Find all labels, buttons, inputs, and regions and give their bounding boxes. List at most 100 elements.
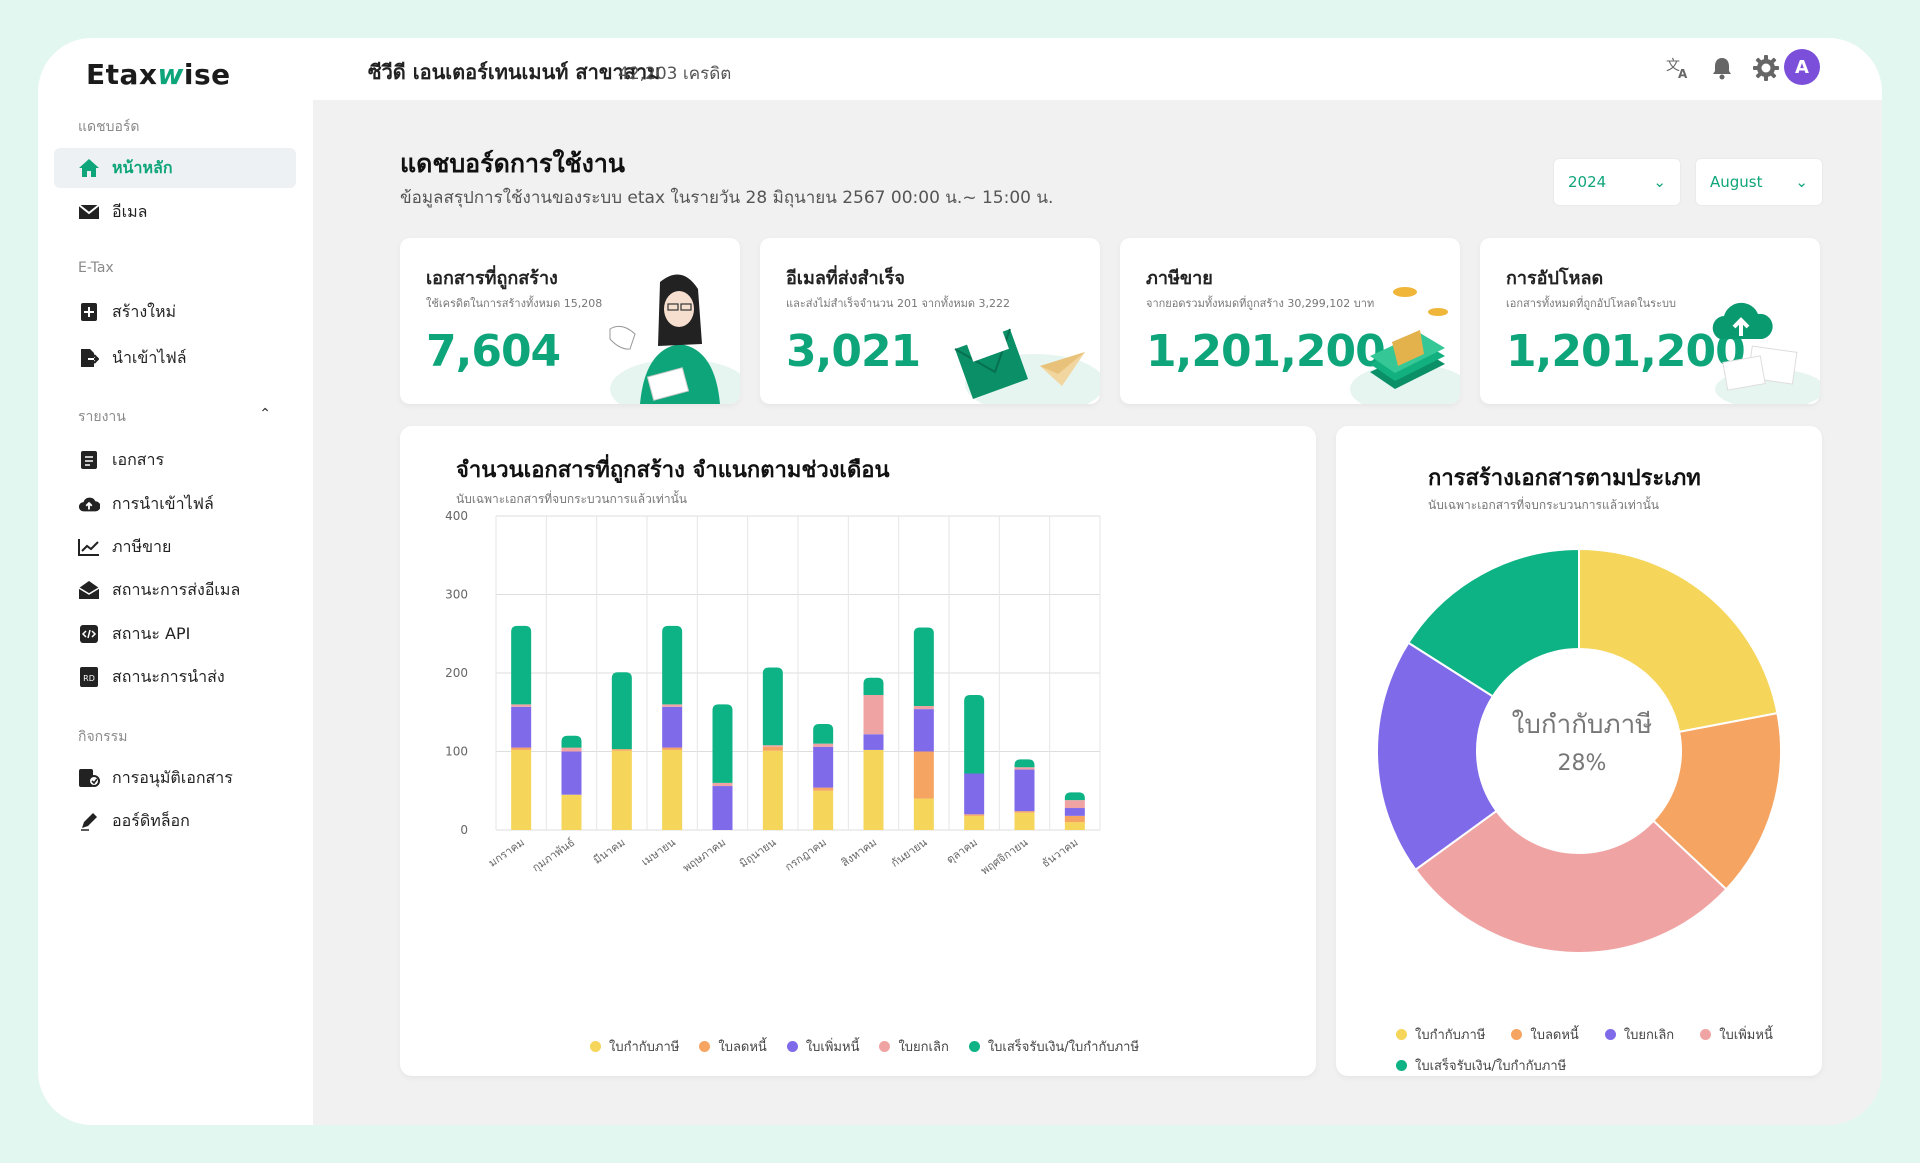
logo[interactable]: Etaxwise <box>86 58 231 91</box>
monthly-documents-bar-chart: 0 100 200 300 400 มกราคม กุมภาพันธ์ มีนาคม เมษาย… <box>445 509 1101 878</box>
sidebar-item-file-import[interactable]: การนำเข้าไฟล์ <box>54 484 296 524</box>
card-sales-tax[interactable]: ภาษีขาย จากยอดรวมทั้งหมดที่ถูกสร้าง 30,2… <box>1120 238 1460 404</box>
company-name[interactable]: ซีวีดี เอนเตอร์เทนเมนท์ สาขาสาม <box>368 60 661 84</box>
legend-label: ใบเพิ่มหนี้ <box>1719 1028 1773 1043</box>
legend-item[interactable]: ใบยกเลิก <box>1604 1024 1675 1045</box>
legend-item[interactable]: ใบลดหนี้ <box>1511 1024 1579 1045</box>
gear-icon[interactable] <box>1750 52 1782 84</box>
bar-segment <box>964 814 985 816</box>
bar-chart-title: จำนวนเอกสารที่ถูกสร้าง จำแนกตามช่วงเดือน <box>456 458 890 483</box>
envelope-paper-plane-illustration <box>954 326 1100 404</box>
sidebar-item-api-status[interactable]: สถานะ API <box>54 614 296 654</box>
sidebar-item-import[interactable]: นำเข้าไฟล์ <box>54 338 296 378</box>
legend-item[interactable]: ใบลดหนี้ <box>699 1036 767 1057</box>
sidebar-section-activity: กิจกรรม <box>78 729 128 745</box>
legend-dot <box>590 1041 601 1052</box>
x-tick-label: มีนาคม <box>591 836 628 867</box>
legend-label: ใบยกเลิก <box>898 1040 949 1055</box>
bar-segment <box>1064 792 1085 801</box>
app-frame: Etaxwise แดชบอร์ด หน้าหลัก อีเมล E-Tax ส… <box>38 38 1882 1125</box>
credit-balance: 42,203 เครดิต <box>618 64 732 84</box>
bar-segment <box>813 787 834 791</box>
bar-segment <box>511 706 532 748</box>
card-title: เอกสารที่ถูกสร้าง <box>426 268 558 289</box>
month-value: August <box>1710 173 1763 191</box>
sidebar-item-label: ออร์ดิทล็อก <box>112 810 190 830</box>
sidebar-item-label: การอนุมัติเอกสาร <box>112 767 233 787</box>
bar-segment <box>762 745 783 747</box>
donut-slice <box>1407 547 1580 698</box>
x-tick-label: กันยายน <box>889 836 930 870</box>
y-tick-label: 300 <box>445 588 468 602</box>
home-icon <box>78 157 100 179</box>
donut-center-category: ใบกำกับภาษี <box>1511 710 1653 740</box>
sidebar-item-submission-status[interactable]: RD สถานะการนำส่ง <box>54 657 296 697</box>
documents-by-type-panel: การสร้างเอกสารตามประเภท นับเฉพาะเอกสารที… <box>1336 426 1822 1076</box>
card-documents-created[interactable]: เอกสารที่ถูกสร้าง ใช้เครดิตในการสร้างทั้… <box>400 238 740 404</box>
add-document-icon <box>78 301 100 323</box>
y-tick-label: 100 <box>445 745 468 759</box>
legend-label: ใบยกเลิก <box>1623 1028 1675 1043</box>
legend-item[interactable]: ใบเสร็จรับเงิน/ใบกำกับภาษี <box>1396 1055 1566 1076</box>
bar-segment <box>511 747 532 750</box>
bar-segment <box>662 747 683 750</box>
legend-dot <box>968 1041 980 1052</box>
money-coins-illustration <box>1350 287 1460 404</box>
legend-item[interactable]: ใบกำกับภาษี <box>590 1036 679 1057</box>
sidebar-item-sales-tax[interactable]: ภาษีขาย <box>54 527 296 567</box>
legend-item[interactable]: ใบกำกับภาษี <box>1396 1024 1485 1045</box>
card-emails-sent[interactable]: อีเมลที่ส่งสำเร็จ และส่งไม่สำเร็จจำนวน 2… <box>760 238 1100 404</box>
bar-segment <box>511 625 532 705</box>
card-value: 1,201,200 <box>1506 326 1746 377</box>
chevron-up-icon[interactable]: ⌃ <box>259 406 271 422</box>
bar-segment <box>511 704 532 707</box>
avatar[interactable]: A <box>1784 49 1820 85</box>
sidebar-item-documents[interactable]: เอกสาร <box>54 440 296 480</box>
legend-label: ใบกำกับภาษี <box>609 1040 680 1055</box>
sidebar-item-create[interactable]: สร้างใหม่ <box>54 292 296 332</box>
legend-item[interactable]: ใบยกเลิก <box>879 1036 949 1057</box>
import-file-icon <box>78 347 100 369</box>
bar-segment <box>1064 822 1085 830</box>
x-tick-label: สิงหาคม <box>839 836 880 870</box>
x-tick-label: มิถุนายน <box>737 836 779 871</box>
bar-segment <box>662 704 683 707</box>
x-tick-label: ตุลาคม <box>944 836 980 867</box>
card-title: อีเมลที่ส่งสำเร็จ <box>786 268 905 289</box>
card-subtitle: ใช้เครดิตในการสร้างทั้งหมด 15,208 <box>426 297 603 310</box>
sidebar-section-report[interactable]: รายงาน ⌃ <box>78 406 271 425</box>
chevron-down-icon: ⌄ <box>1795 173 1808 191</box>
api-icon <box>78 623 100 645</box>
legend-dot <box>1604 1029 1616 1040</box>
card-uploads[interactable]: การอัปโหลด เอกสารทั้งหมดที่ถูกอัปโหลดในร… <box>1480 238 1820 404</box>
top-bar: ซีวีดี เอนเตอร์เทนเมนท์ สาขาสาม 42,203 เ… <box>313 38 1882 100</box>
sidebar-section-dashboard: แดชบอร์ด <box>78 119 140 135</box>
audit-pen-icon <box>78 810 100 832</box>
sidebar-item-approval[interactable]: การอนุมัติเอกสาร <box>54 758 296 798</box>
bell-icon[interactable] <box>1706 52 1738 84</box>
bar-segment <box>712 786 733 830</box>
legend-label: ใบเสร็จรับเงิน/ใบกำกับภาษี <box>987 1040 1140 1055</box>
bar-segment <box>913 798 934 830</box>
year-select[interactable]: 2024 ⌄ <box>1553 158 1681 206</box>
page-title: แดชบอร์ดการใช้งาน <box>400 149 625 178</box>
legend-label: ใบลดหนี้ <box>718 1040 767 1055</box>
sidebar-item-email[interactable]: อีเมล <box>54 192 296 232</box>
legend-item[interactable]: ใบเพิ่มหนี้ <box>1700 1024 1773 1045</box>
sidebar-item-home[interactable]: หน้าหลัก <box>54 148 296 188</box>
legend-item[interactable]: ใบเพิ่มหนี้ <box>786 1036 859 1057</box>
donut-chart-legend: ใบกำกับภาษี ใบลดหนี้ ใบยกเลิก ใบเพิ่มหนี้ใบ… <box>1396 1024 1776 1076</box>
bar-segment <box>964 694 985 774</box>
donut-slice <box>1414 809 1728 954</box>
mail-icon <box>78 201 100 223</box>
x-tick-label: ธันวาคม <box>1039 836 1080 870</box>
bar-segment <box>1064 808 1085 816</box>
month-select[interactable]: August ⌄ <box>1695 158 1823 206</box>
sidebar-item-email-status[interactable]: สถานะการส่งอีเมล <box>54 570 296 610</box>
bar-segment <box>913 709 934 752</box>
chevron-down-icon: ⌄ <box>1653 173 1666 191</box>
sidebar-item-audit-log[interactable]: ออร์ดิทล็อก <box>54 801 296 841</box>
legend-item[interactable]: ใบเสร็จรับเงิน/ใบกำกับภาษี <box>968 1036 1140 1057</box>
sidebar-item-label: สร้างใหม่ <box>112 301 177 321</box>
